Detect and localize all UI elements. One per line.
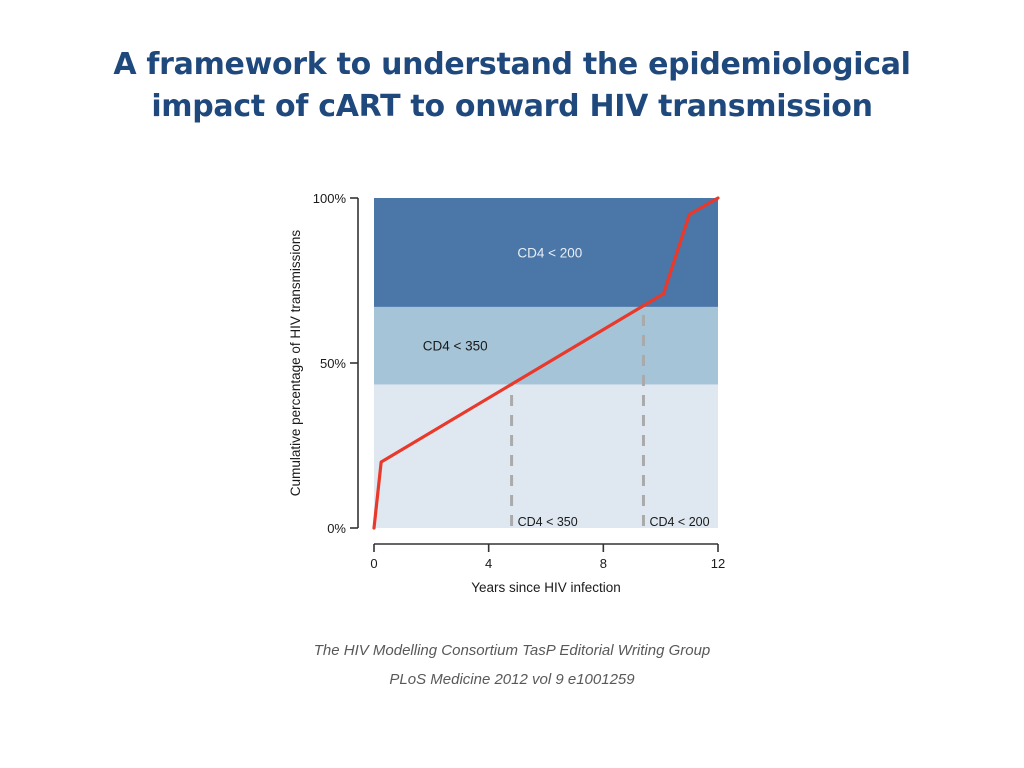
y-tick-label-2: 100%	[313, 191, 347, 206]
slide-title-line1: A framework to understand the epidemiolo…	[113, 47, 911, 82]
band-2	[374, 198, 718, 307]
band-0	[374, 384, 718, 528]
x-tick-label-0: 0	[370, 556, 377, 571]
x-tick-label-1: 4	[485, 556, 492, 571]
slide-title-line2: impact of cART to onward HIV transmissio…	[151, 89, 873, 124]
threshold-label-0: CD4 < 350	[518, 515, 578, 529]
y-tick-label-1: 50%	[320, 356, 346, 371]
band-label-2: CD4 < 200	[517, 245, 582, 260]
y-axis-title: Cumulative percentage of HIV transmissio…	[288, 230, 303, 497]
x-tick-label-2: 8	[600, 556, 607, 571]
threshold-label-1: CD4 < 200	[649, 515, 709, 529]
slide-title: A framework to understand the epidemiolo…	[0, 44, 1024, 128]
y-tick-label-0: 0%	[327, 521, 346, 536]
cumulative-transmission-line	[372, 196, 720, 530]
cumulative-transmission-chart: CD4 < 350 CD4 < 200 CD4 < 350 CD4 < 200 0% 50…	[288, 191, 725, 595]
band-label-1: CD4 < 350	[423, 339, 488, 354]
citation-authors: The HIV Modelling Consortium TasP Editor…	[313, 642, 711, 659]
x-tick-label-3: 12	[711, 556, 725, 571]
x-axis-title: Years since HIV infection	[471, 580, 621, 595]
band-1	[374, 306, 718, 385]
citation-journal: PLoS Medicine 2012 vol 9 e1001259	[389, 671, 635, 688]
